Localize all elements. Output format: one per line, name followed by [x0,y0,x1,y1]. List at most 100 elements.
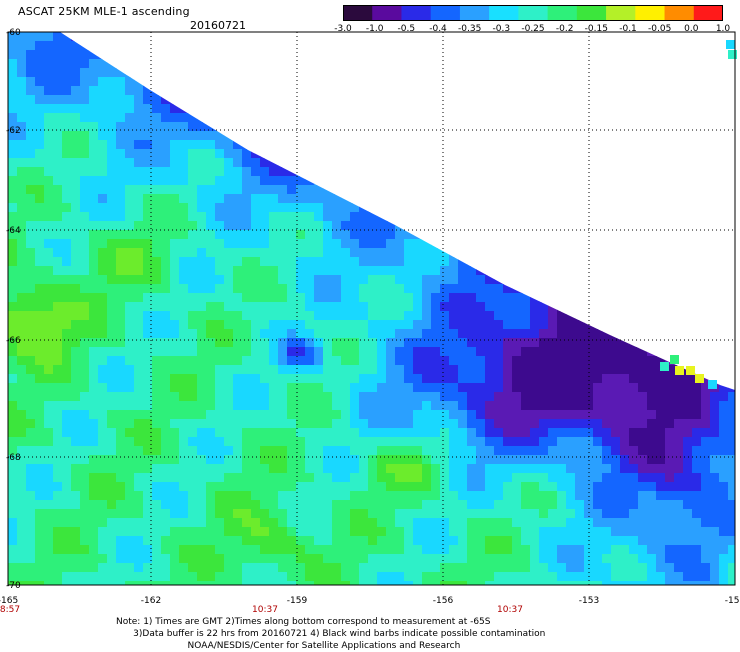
swath-pixel [341,185,351,195]
swath-pixel [683,518,693,528]
swath-pixel [296,284,306,294]
swath-pixel [692,185,702,195]
swath-pixel [152,437,162,447]
swath-pixel [170,347,180,357]
swath-pixel [116,446,126,456]
swath-pixel [512,338,522,348]
swath-pixel [341,50,351,60]
swath-pixel [341,95,351,105]
swath-pixel [152,392,162,402]
swath-pixel [179,581,189,585]
swath-pixel [611,428,621,438]
swath-pixel [341,230,351,240]
swath-pixel [134,572,144,582]
swath-pixel [287,77,297,87]
swath-pixel [53,527,63,537]
swath-pixel [251,446,261,456]
swath-pixel [125,545,135,555]
swath-pixel [683,77,693,87]
swath-pixel [476,59,486,69]
swath-pixel [305,311,315,321]
swath-pixel [251,248,261,258]
swath-pixel [584,293,594,303]
swath-pixel [332,86,342,96]
swath-pixel [188,122,198,132]
swath-pixel [314,329,324,339]
wind-swath-field [8,32,735,585]
swath-pixel [134,482,144,492]
swath-pixel [251,554,261,564]
swath-pixel [8,122,18,132]
swath-pixel [719,311,729,321]
swath-pixel [530,140,540,150]
swath-pixel [161,329,171,339]
swath-pixel [278,437,288,447]
swath-pixel [431,401,441,411]
swath-pixel [683,500,693,510]
swath-pixel [341,536,351,546]
swath-pixel [98,95,108,105]
swath-pixel [125,446,135,456]
swath-pixel [206,347,216,357]
swath-pixel [206,410,216,420]
swath-pixel [314,212,324,222]
swath-pixel [728,248,735,258]
swath-pixel [179,527,189,537]
swath-pixel [206,518,216,528]
swath-pixel [314,275,324,285]
swath-pixel [206,194,216,204]
swath-pixel [116,203,126,213]
swath-pixel [107,464,117,474]
swath-pixel [629,239,639,249]
swath-pixel [188,41,198,51]
swath-pixel [629,158,639,168]
swath-pixel [431,500,441,510]
swath-pixel [629,266,639,276]
swath-pixel [665,455,675,465]
swath-pixel [35,257,45,267]
swath-pixel [431,32,441,42]
swath-pixel [530,554,540,564]
swath-pixel [134,329,144,339]
swath-pixel [611,32,621,42]
swath-pixel [260,77,270,87]
swath-pixel [323,41,333,51]
swath-pixel [341,320,351,330]
swath-pixel [575,329,585,339]
swath-pixel [44,563,54,573]
swath-pixel [260,194,270,204]
swath-pixel [611,383,621,393]
swath-pixel [638,194,648,204]
swath-pixel [467,464,477,474]
swath-pixel [458,185,468,195]
swath-pixel [728,401,735,411]
swath-pixel [602,149,612,159]
swath-pixel [323,50,333,60]
swath-pixel [170,527,180,537]
swath-pixel [197,194,207,204]
swath-pixel [674,140,684,150]
swath-pixel [350,455,360,465]
swath-pixel [8,509,18,519]
swath-pixel [656,338,666,348]
swath-pixel [116,401,126,411]
swath-pixel [17,149,27,159]
swath-pixel [503,311,513,321]
swath-pixel [350,266,360,276]
swath-pixel [179,149,189,159]
swath-pixel [197,536,207,546]
swath-pixel [404,428,414,438]
swath-pixel [134,113,144,123]
swath-pixel [26,320,36,330]
swath-pixel [305,293,315,303]
swath-pixel [638,248,648,258]
swath-pixel [188,239,198,249]
swath-pixel [269,212,279,222]
swath-pixel [350,338,360,348]
swath-pixel [674,266,684,276]
swath-pixel [557,194,567,204]
swath-pixel [674,167,684,177]
swath-pixel [620,347,630,357]
swath-pixel [206,230,216,240]
swath-pixel [575,311,585,321]
